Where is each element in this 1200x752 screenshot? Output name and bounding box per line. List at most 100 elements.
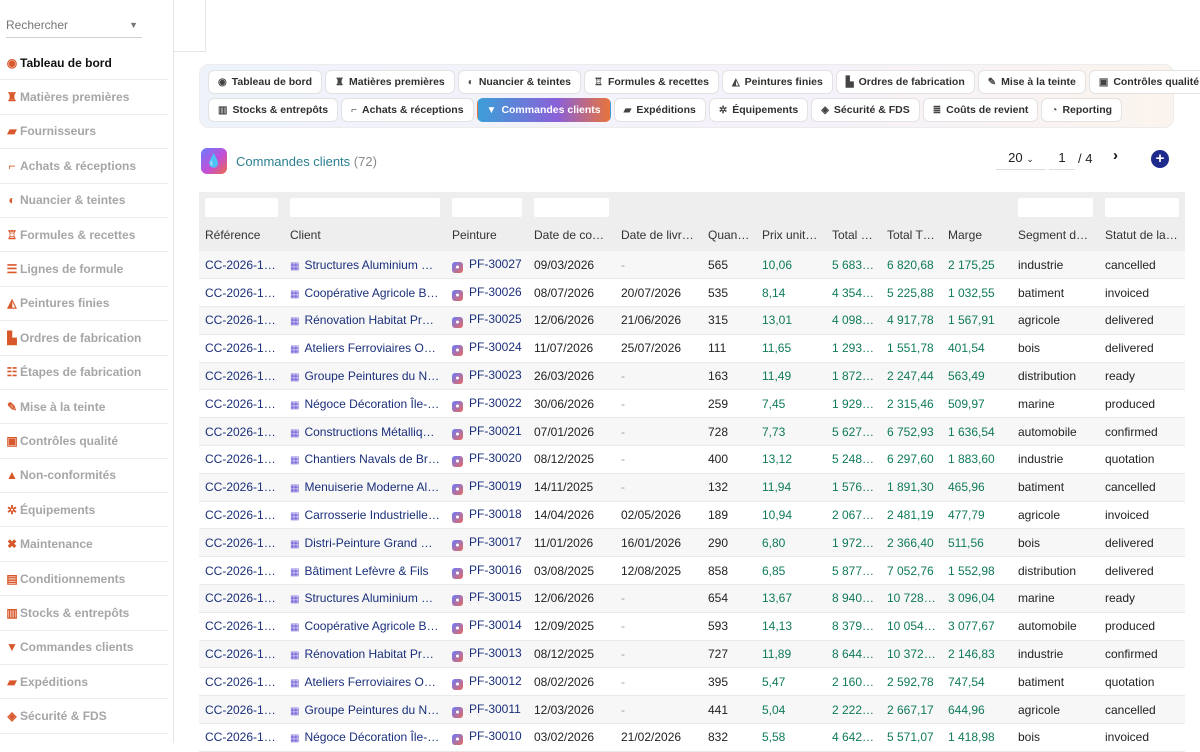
table-row[interactable]: CC-2026-1066 ▦ Constructions Métallique… ● P…: [199, 417, 1185, 447]
table-cell[interactable]: ● PF-30021: [446, 417, 528, 447]
sidebar-item[interactable]: ▙ Ordres de fabrication: [0, 321, 168, 356]
table-row[interactable]: CC-2026-1063 ▦ Carrosserie Industrielle … ●…: [199, 501, 1185, 530]
paint-link[interactable]: PF-30012: [469, 673, 522, 688]
tab[interactable]: ≣ Coûts de revient: [922, 98, 1039, 122]
table-cell[interactable]: ▦ Coopérative Agricole Be…: [284, 612, 446, 641]
client-link[interactable]: Négoce Décoration Île-d…: [304, 730, 446, 745]
sidebar-item[interactable]: ⌐ Achats & réceptions: [0, 149, 168, 184]
sidebar-item[interactable]: ◉ Tableau de bord: [0, 46, 168, 81]
table-row[interactable]: CC-2026-1060 ▦ Structures Aluminium Vo… ● PF…: [199, 584, 1185, 613]
table-cell[interactable]: ● PF-30019: [446, 473, 528, 502]
tab[interactable]: ◔ Reporting: [1041, 98, 1123, 122]
client-link[interactable]: Coopérative Agricole Be…: [304, 285, 446, 300]
table-row[interactable]: CC-2026-1067 ▦ Négoce Décoration Île-d… ● PF…: [199, 389, 1185, 419]
table-cell[interactable]: ● PF-30016: [446, 556, 528, 586]
paint-link[interactable]: PF-30019: [469, 479, 522, 494]
paint-link[interactable]: PF-30024: [469, 340, 522, 355]
column-header[interactable]: Date de livra…: [615, 219, 702, 251]
next-page-button[interactable]: ›: [1113, 147, 1118, 164]
table-cell[interactable]: ● PF-30026: [446, 278, 528, 308]
tab[interactable]: ✎ Mise à la teinte: [977, 70, 1086, 94]
table-cell[interactable]: ▦ Distri-Peinture Grand Ou…: [284, 528, 446, 558]
paint-link[interactable]: PF-30022: [469, 395, 522, 410]
table-cell[interactable]: CC-2026-1067: [199, 389, 284, 419]
table-cell[interactable]: CC-2026-1069: [199, 334, 284, 363]
client-link[interactable]: Groupe Peintures du Nord: [304, 702, 445, 717]
table-cell[interactable]: ▦ Structures Aluminium Vo…: [284, 251, 446, 280]
tab[interactable]: ◉ Tableau de bord: [208, 70, 323, 94]
sidebar-item[interactable]: ✖ Maintenance: [0, 527, 168, 562]
table-cell[interactable]: ● PF-30025: [446, 306, 528, 335]
client-link[interactable]: Négoce Décoration Île-d…: [304, 396, 446, 411]
tab[interactable]: ◈ Sécurité & FDS: [811, 98, 920, 122]
tab[interactable]: ▰ Expéditions: [613, 98, 706, 122]
table-row[interactable]: CC-2026-1055 ▦ Négoce Décoration Île-d… ● PF…: [199, 723, 1185, 752]
sidebar-item[interactable]: ☷ Étapes de fabrication: [0, 356, 168, 390]
tab[interactable]: ◭ Peintures finies: [721, 70, 833, 94]
table-cell[interactable]: ▦ Rénovation Habitat Prov…: [284, 306, 446, 335]
table-cell[interactable]: CC-2026-1068: [199, 362, 284, 391]
tab[interactable]: ♜ Matières premières: [325, 70, 455, 94]
table-cell[interactable]: CC-2026-1071: [199, 278, 284, 308]
table-cell[interactable]: ● PF-30012: [446, 667, 528, 697]
tab[interactable]: ▼ Commandes clients: [476, 98, 611, 122]
tab[interactable]: ▥ Stocks & entrepôts: [208, 98, 339, 122]
table-row[interactable]: CC-2026-1059 ▦ Coopérative Agricole Be… ● PF…: [199, 612, 1185, 641]
page-number-input[interactable]: 1: [1049, 150, 1075, 170]
table-cell[interactable]: ▦ Négoce Décoration Île-d…: [284, 723, 446, 752]
table-row[interactable]: CC-2026-1069 ▦ Ateliers Ferroviaires Occ… ●…: [199, 334, 1185, 363]
table-cell[interactable]: CC-2026-1072: [199, 251, 284, 280]
sidebar-item[interactable]: ♜ Matières premières: [0, 80, 168, 115]
sidebar-item[interactable]: ▰ Fournisseurs: [0, 115, 168, 150]
column-header[interactable]: Total TTC: [881, 219, 942, 251]
table-cell[interactable]: CC-2026-1057: [199, 667, 284, 697]
sidebar-item[interactable]: ✎ Mise à la teinte: [0, 390, 168, 425]
search-input[interactable]: [6, 14, 126, 36]
paint-link[interactable]: PF-30025: [469, 312, 522, 327]
sidebar-search[interactable]: ▼: [6, 14, 142, 38]
column-filter-input[interactable]: [205, 198, 278, 217]
table-row[interactable]: CC-2026-1071 ▦ Coopérative Agricole Be… ● PF…: [199, 278, 1185, 308]
table-cell[interactable]: CC-2026-1056: [199, 695, 284, 725]
table-row[interactable]: CC-2026-1061 ▦ Bâtiment Lefèvre & Fils ● PF-…: [199, 556, 1185, 586]
table-cell[interactable]: ▦ Groupe Peintures du Nord: [284, 362, 446, 391]
paint-link[interactable]: PF-30021: [469, 423, 522, 438]
client-link[interactable]: Carrosserie Industrielle …: [304, 508, 444, 523]
sidebar-item[interactable]: ✲ Équipements: [0, 493, 168, 528]
table-cell[interactable]: ▦ Constructions Métallique…: [284, 417, 446, 447]
table-cell[interactable]: ● PF-30023: [446, 362, 528, 391]
column-filter-input[interactable]: [290, 198, 440, 217]
table-cell[interactable]: CC-2026-1064: [199, 473, 284, 502]
table-cell[interactable]: ▦ Bâtiment Lefèvre & Fils: [284, 556, 446, 586]
paint-link[interactable]: PF-30013: [469, 646, 522, 661]
client-link[interactable]: Structures Aluminium Vo…: [304, 591, 446, 606]
table-cell[interactable]: ▦ Groupe Peintures du Nord: [284, 695, 446, 725]
table-cell[interactable]: ● PF-30015: [446, 584, 528, 613]
client-link[interactable]: Menuiserie Moderne Als…: [304, 480, 446, 495]
paint-link[interactable]: PF-30020: [469, 451, 522, 466]
table-cell[interactable]: ● PF-30017: [446, 528, 528, 558]
paint-link[interactable]: PF-30023: [469, 368, 522, 383]
table-cell[interactable]: CC-2026-1070: [199, 306, 284, 335]
table-cell[interactable]: ▦ Ateliers Ferroviaires Occ…: [284, 334, 446, 363]
table-cell[interactable]: ▦ Négoce Décoration Île-d…: [284, 389, 446, 419]
sidebar-item[interactable]: ◐ Nuancier & teintes: [0, 184, 168, 218]
paint-link[interactable]: PF-30015: [469, 590, 522, 605]
paint-link[interactable]: PF-30018: [469, 507, 522, 522]
sidebar-item[interactable]: ▲ Non-conformités: [0, 459, 168, 494]
table-row[interactable]: CC-2026-1062 ▦ Distri-Peinture Grand Ou… ● P…: [199, 528, 1185, 558]
paint-link[interactable]: PF-30014: [469, 618, 522, 633]
client-link[interactable]: Rénovation Habitat Prov…: [304, 313, 446, 328]
column-header[interactable]: Marge: [942, 219, 1012, 251]
sidebar-item[interactable]: ▰ Expéditions: [0, 665, 168, 700]
paint-link[interactable]: PF-30016: [469, 562, 522, 577]
client-link[interactable]: Chantiers Navals de Brest: [304, 452, 444, 467]
table-cell[interactable]: CC-2026-1055: [199, 723, 284, 752]
table-row[interactable]: CC-2026-1064 ▦ Menuiserie Moderne Als… ● PF-…: [199, 473, 1185, 502]
table-cell[interactable]: ● PF-30010: [446, 723, 528, 752]
client-link[interactable]: Rénovation Habitat Prov…: [304, 647, 446, 662]
table-cell[interactable]: ▦ Menuiserie Moderne Als…: [284, 473, 446, 502]
table-row[interactable]: CC-2026-1057 ▦ Ateliers Ferroviaires Occ… ●…: [199, 667, 1185, 697]
column-filter-input[interactable]: [534, 198, 609, 217]
tab[interactable]: ▣ Contrôles qualité: [1088, 70, 1200, 94]
